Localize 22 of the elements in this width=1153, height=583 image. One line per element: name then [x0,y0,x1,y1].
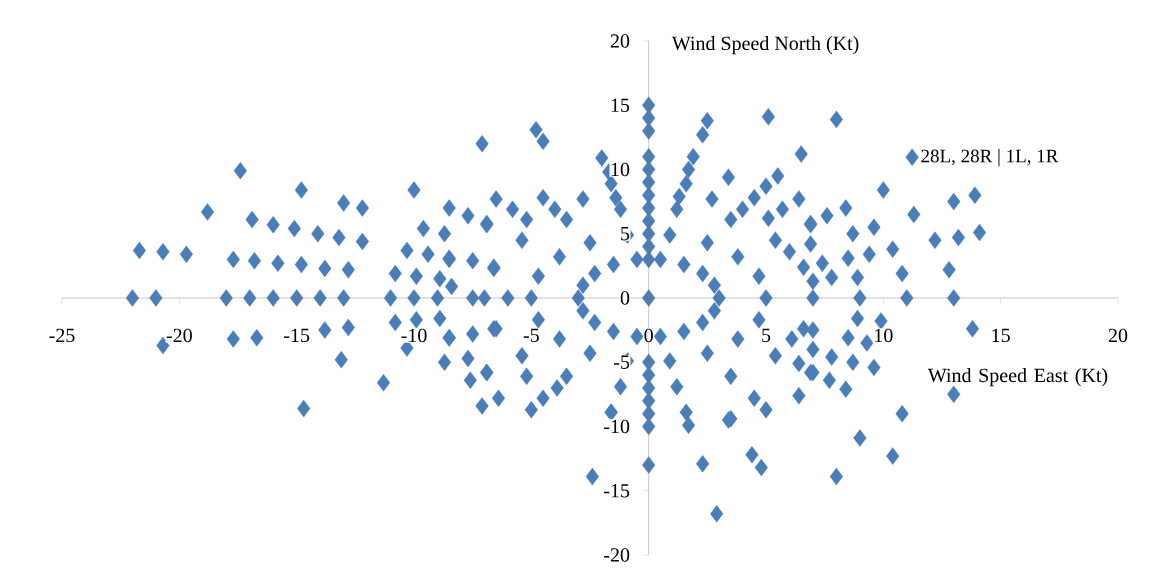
y-tick-label: 20 [610,34,630,48]
y-axis-title: Wind Speed North (Kt) [671,36,859,55]
x-tick-label: 15 [992,328,1010,343]
x-tick-label: 5 [762,328,771,342]
y-tick-label: -10 [604,419,630,434]
x-tick-label: -25 [49,328,75,343]
y-tick-label: -15 [604,484,630,498]
y-tick-label: 5 [621,227,630,241]
x-tick-label: 20 [1108,328,1128,343]
x-tick-label: -10 [401,328,427,343]
y-tick-label: -20 [604,548,630,562]
y-tick-label: 10 [611,162,630,177]
x-tick-label: -15 [284,328,310,343]
x-tick-label: -5 [523,328,539,342]
x-tick-label: 0 [644,328,653,343]
y-tick-label: 15 [611,98,630,112]
y-tick-label: 0 [620,291,630,305]
y-tick-label: -5 [614,355,630,369]
legend-label: 28L, 28R | 1L, 1R [921,149,1059,167]
x-tick-label: -20 [166,328,192,343]
x-tick-label: 10 [875,328,893,343]
x-axis-title: Wind Speed East (Kt) [927,368,1108,387]
